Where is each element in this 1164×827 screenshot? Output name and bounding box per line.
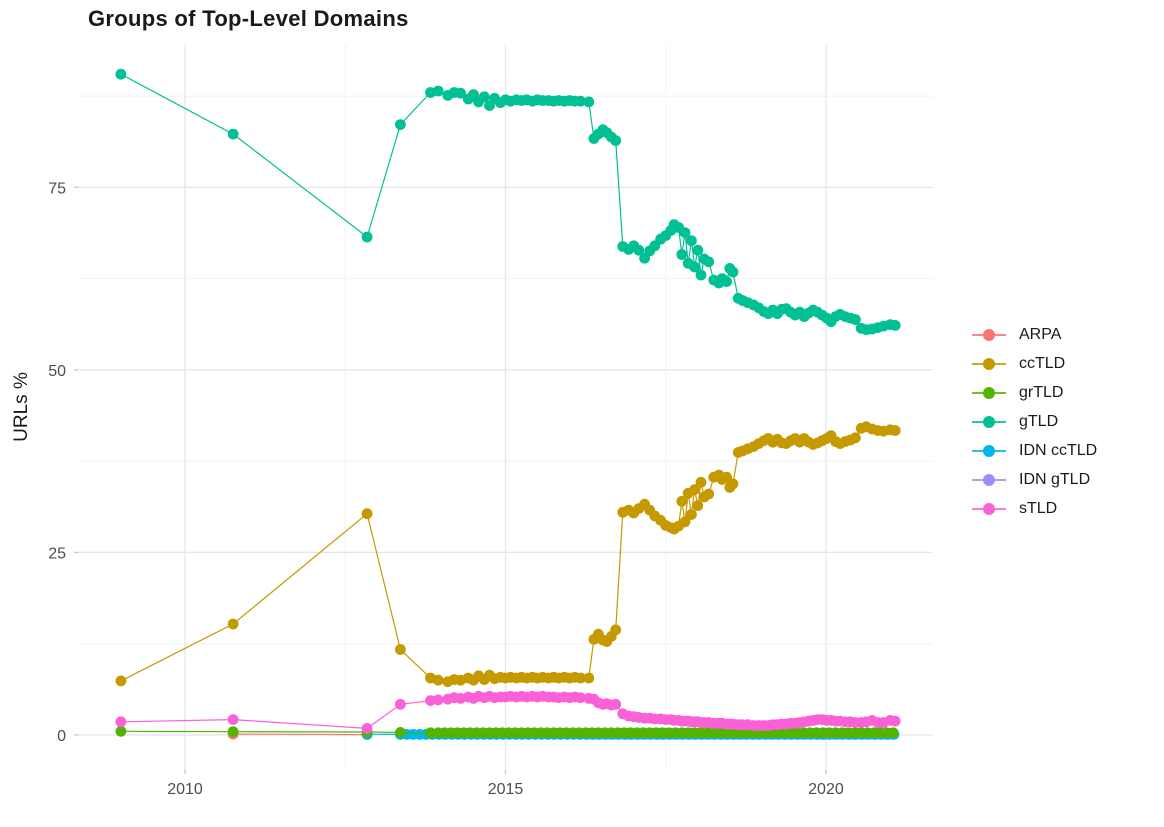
data-point-stld — [432, 694, 444, 706]
legend-key-icon — [972, 415, 1006, 429]
y-tick-label: 0 — [57, 728, 66, 745]
data-point-gtld — [610, 135, 622, 147]
data-point-cctld — [115, 675, 127, 687]
legend-key-icon — [972, 444, 1006, 458]
x-tick-label: 2015 — [488, 781, 524, 798]
legend-key-icon — [972, 386, 1006, 400]
chart-title: Groups of Top-Level Domains — [88, 6, 409, 31]
data-point-gtld — [633, 244, 645, 256]
legend-label: sTLD — [1019, 499, 1058, 517]
data-point-grtld — [425, 727, 436, 739]
y-axis-title: URLs % — [11, 372, 32, 442]
data-point-gtld — [583, 96, 595, 108]
y-tick-label: 75 — [48, 180, 66, 197]
data-point-stld — [115, 716, 127, 728]
data-point-cctld — [610, 624, 622, 636]
data-point-cctld — [583, 672, 595, 684]
data-point-cctld — [395, 644, 406, 655]
legend-key-icon — [972, 473, 1006, 487]
legend-item-idn-gtld: IDN gTLD — [972, 465, 1097, 494]
data-point-gtld — [395, 119, 406, 130]
data-point-gtld — [727, 266, 739, 278]
data-point-cctld — [727, 478, 739, 490]
data-point-gtld — [676, 249, 688, 260]
data-point-cctld — [361, 508, 373, 520]
legend-key-icon — [972, 328, 1006, 342]
legend-item-gtld: gTLD — [972, 407, 1097, 436]
series-line-arpa — [233, 733, 368, 736]
data-point-gtld — [889, 320, 901, 331]
data-point-gtld — [692, 244, 704, 256]
legend: ARPA ccTLD grTLD gTLD IDN ccTLD IDN gTLD sTLD — [972, 320, 1097, 523]
data-point-cctld — [227, 618, 239, 630]
legend-label: ARPA — [1019, 325, 1062, 343]
legend-dot-swatch — [983, 357, 995, 370]
data-point-stld — [361, 723, 373, 734]
legend-item-idn-cctld: IDN ccTLD — [972, 436, 1097, 465]
data-point-gtld — [432, 85, 444, 97]
legend-item-arpa: ARPA — [972, 320, 1097, 349]
data-point-cctld — [676, 495, 688, 507]
data-point-grtld — [395, 727, 406, 738]
data-point-cctld — [686, 509, 697, 520]
data-point-gtld — [478, 91, 490, 103]
data-point-gtld — [227, 128, 239, 140]
data-point-cctld — [575, 672, 586, 684]
y-tick-label: 50 — [48, 363, 66, 380]
legend-item-stld: sTLD — [972, 494, 1097, 523]
data-point-stld — [227, 714, 239, 725]
data-point-cctld — [703, 488, 715, 500]
legend-dot-swatch — [983, 328, 995, 341]
legend-dot-swatch — [983, 386, 995, 399]
legend-dot-swatch — [983, 502, 995, 515]
series-line-gtld — [120, 73, 896, 331]
data-point-gtld — [686, 235, 697, 247]
data-point-cctld — [850, 432, 861, 444]
data-point-cctld — [695, 476, 707, 488]
data-point-grtld — [115, 725, 127, 737]
data-point-stld — [610, 698, 622, 710]
data-point-cctld — [679, 516, 691, 528]
data-point-gtld — [689, 261, 700, 273]
legend-dot-swatch — [983, 415, 995, 428]
data-point-stld — [889, 715, 901, 727]
x-tick-label: 2020 — [808, 781, 844, 798]
data-point-cctld — [432, 674, 444, 686]
legend-dot-swatch — [983, 444, 995, 457]
legend-key-icon — [972, 357, 1006, 371]
data-point-gtld — [361, 231, 373, 243]
data-point-cctld — [692, 500, 704, 512]
y-tick-label: 25 — [48, 545, 66, 562]
data-point-stld — [575, 692, 586, 704]
data-point-stld — [395, 698, 406, 710]
data-point-cctld — [689, 484, 700, 495]
data-point-grtld — [887, 727, 899, 739]
data-point-gtld — [679, 227, 691, 239]
data-point-gtld — [721, 276, 732, 287]
legend-label: grTLD — [1019, 383, 1064, 401]
legend-label: IDN ccTLD — [1019, 441, 1098, 459]
legend-item-grtld: grTLD — [972, 378, 1097, 407]
legend-dot-swatch — [983, 473, 995, 486]
data-point-gtld — [850, 314, 861, 325]
legend-label: gTLD — [1019, 412, 1059, 430]
legend-label: ccTLD — [1019, 354, 1066, 372]
data-point-gtld — [455, 87, 466, 99]
x-tick-label: 2010 — [167, 781, 203, 798]
data-point-grtld — [227, 726, 239, 738]
data-point-gtld — [695, 269, 707, 281]
data-point-cctld — [889, 425, 901, 436]
data-point-gtld — [115, 68, 127, 80]
data-point-gtld — [703, 256, 715, 268]
legend-item-cctld: ccTLD — [972, 349, 1097, 378]
data-point-gtld — [575, 95, 586, 107]
legend-key-icon — [972, 502, 1006, 516]
legend-label: IDN gTLD — [1019, 470, 1091, 488]
